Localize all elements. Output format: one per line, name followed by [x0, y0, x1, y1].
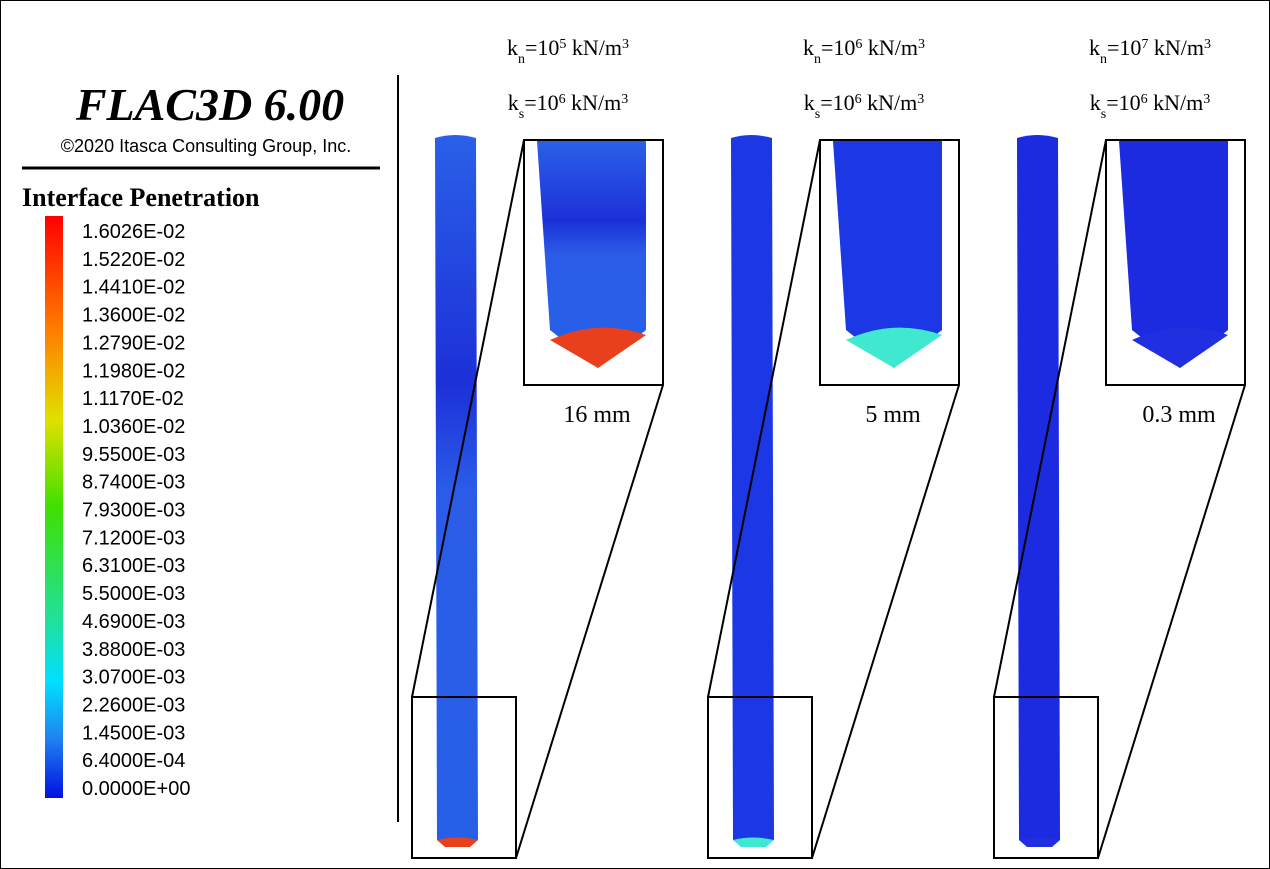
label-part: 3	[1204, 37, 1211, 52]
label-part: 3	[917, 92, 924, 107]
legend-label: 3.8800E-03	[82, 639, 185, 661]
label-part: 3	[1203, 92, 1210, 107]
label-part: 5	[559, 37, 566, 52]
label-part: 7	[1141, 37, 1148, 52]
legend-label: 1.5220E-02	[82, 249, 185, 271]
penetration-value: 5 mm	[865, 402, 921, 428]
label-part: 3	[622, 37, 629, 52]
label-part: k	[1089, 35, 1100, 60]
pile	[731, 135, 774, 844]
inset-tip	[1132, 327, 1228, 368]
label-part: n	[814, 52, 821, 67]
legend-label: 4.6900E-03	[82, 611, 185, 633]
label-part: =10	[1106, 90, 1140, 115]
zoom-box	[707, 696, 813, 859]
label-part: 3	[621, 92, 628, 107]
title: FLAC3D 6.00	[75, 79, 344, 130]
inset-pile	[833, 141, 942, 368]
connector	[811, 384, 960, 859]
label-part: 6	[1141, 92, 1148, 107]
legend-label: 1.4410E-02	[82, 277, 185, 299]
label-part: n	[1100, 52, 1107, 67]
connector	[993, 139, 1107, 698]
pile-tip	[733, 837, 774, 847]
legend-label: 6.3100E-03	[82, 555, 185, 577]
penetration-value: 16 mm	[563, 402, 631, 428]
connector	[1097, 384, 1246, 859]
label-part: k	[804, 90, 815, 115]
label-part: 6	[559, 92, 566, 107]
label-part: k	[508, 90, 519, 115]
legend-label: 5.5000E-03	[82, 583, 185, 605]
legend-label: 9.5500E-03	[82, 444, 185, 466]
stiffness-label: ks=106 kN/m3	[1090, 90, 1211, 122]
legend-label: 1.6026E-02	[82, 221, 185, 243]
pile	[435, 135, 478, 844]
label-part: =10	[1107, 35, 1141, 60]
label-part: k	[803, 35, 814, 60]
label-part: =10	[820, 90, 854, 115]
legend-label: 6.4000E-04	[82, 750, 185, 772]
stiffness-label: kn=106 kN/m3	[803, 35, 925, 67]
zoom-box	[993, 696, 1099, 859]
connector	[515, 384, 664, 859]
legend-label: 8.7400E-03	[82, 472, 185, 494]
pile-tip	[437, 837, 478, 847]
legend-label: 1.3600E-02	[82, 305, 185, 327]
label-part: 6	[855, 37, 862, 52]
label-part: 6	[855, 92, 862, 107]
stiffness-label: kn=105 kN/m3	[507, 35, 629, 67]
label-part: kN/m	[1148, 35, 1204, 60]
inset-tip	[550, 327, 646, 368]
legend-label: 1.4500E-03	[82, 722, 185, 744]
legend-label: 7.1200E-03	[82, 527, 185, 549]
label-part: kN/m	[566, 35, 622, 60]
zoom-box	[411, 696, 517, 859]
label-part: s	[1101, 107, 1106, 122]
label-part: =10	[524, 90, 558, 115]
pile	[1017, 135, 1060, 844]
label-part: kN/m	[1148, 90, 1204, 115]
legend-label: 1.2790E-02	[82, 332, 185, 354]
legend-label: 2.2600E-03	[82, 694, 185, 716]
stiffness-label: ks=106 kN/m3	[804, 90, 925, 122]
label-part: s	[815, 107, 820, 122]
connector	[411, 139, 525, 698]
inset-pile	[537, 141, 646, 368]
label-part: kN/m	[862, 90, 918, 115]
label-part: k	[1090, 90, 1101, 115]
legend-label: 1.1170E-02	[82, 388, 184, 410]
stiffness-label: ks=106 kN/m3	[508, 90, 629, 122]
legend-label: 0.0000E+00	[82, 778, 190, 800]
legend-label: 7.9300E-03	[82, 500, 185, 522]
label-part: 3	[918, 37, 925, 52]
pile-tip	[1019, 837, 1060, 847]
inset-pile	[1119, 141, 1228, 368]
inset-tip	[846, 327, 942, 368]
copyright: ©2020 Itasca Consulting Group, Inc.	[61, 136, 351, 156]
legend-labels: 1.6026E-02 1.5220E-02 1.4410E-02 1.3600E-02…	[82, 221, 190, 800]
legend-label: 3.0700E-03	[82, 667, 185, 689]
label-part: s	[519, 107, 524, 122]
legend-label: 1.0360E-02	[82, 416, 185, 438]
label-part: =10	[821, 35, 855, 60]
color-bar	[45, 216, 63, 798]
label-part: kN/m	[862, 35, 918, 60]
legend-label: 1.1980E-02	[82, 360, 185, 382]
label-part: =10	[525, 35, 559, 60]
connector	[707, 139, 821, 698]
penetration-value: 0.3 mm	[1142, 402, 1216, 428]
legend-title: Interface Penetration	[22, 183, 260, 212]
label-part: k	[507, 35, 518, 60]
label-part: kN/m	[566, 90, 622, 115]
label-part: n	[518, 52, 525, 67]
stiffness-label: kn=107 kN/m3	[1089, 35, 1211, 67]
